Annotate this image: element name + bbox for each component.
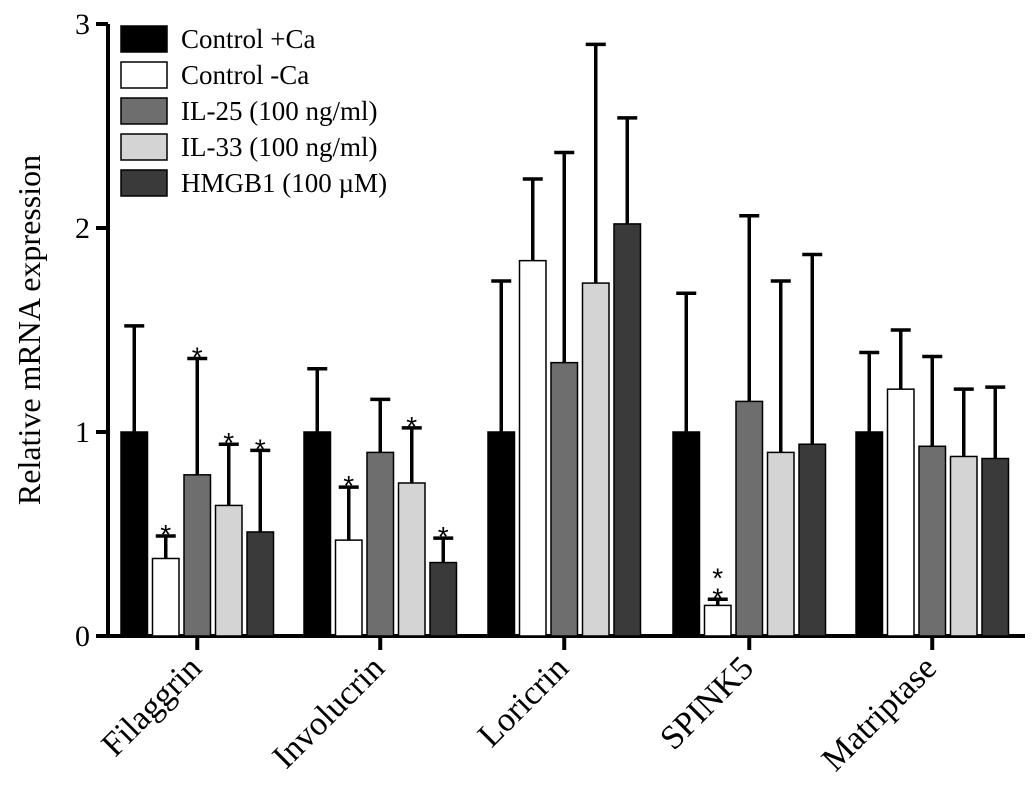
- bar: [613, 223, 642, 637]
- bar: [366, 451, 395, 637]
- bar: [918, 445, 947, 637]
- bar: [246, 531, 275, 637]
- significance-star: *: [343, 470, 354, 501]
- y-axis-label: Relative mRNA expression: [11, 155, 47, 505]
- bar: [735, 400, 764, 637]
- bar: [550, 361, 579, 637]
- legend: Control +Ca Control -Ca IL-25 (100 ng/ml) I…: [120, 24, 387, 198]
- x-tick-label: SPINK5: [653, 649, 761, 757]
- significance-star: *: [406, 411, 417, 442]
- y-tick-label: 2: [75, 212, 90, 245]
- legend-swatch: [120, 169, 168, 197]
- error-bars: [124, 42, 1006, 606]
- legend-swatch: [120, 97, 168, 125]
- bar: [949, 455, 978, 637]
- x-tick-label: Filaggrin: [95, 649, 209, 763]
- legend-entry: Control +Ca: [181, 24, 315, 54]
- bar: [487, 431, 516, 637]
- bar: [766, 451, 795, 637]
- bar: [429, 561, 458, 637]
- x-tick-label: Matriptase: [815, 649, 944, 778]
- significance-star: *: [712, 582, 723, 613]
- bar: [183, 474, 212, 637]
- significance-star: *: [192, 342, 203, 373]
- y-tick-label: 3: [75, 8, 90, 41]
- bar: [703, 604, 732, 637]
- bar: [855, 431, 884, 637]
- legend-entry: IL-25 (100 ng/ml): [181, 96, 377, 126]
- bar: [798, 443, 827, 637]
- significance-star: *: [712, 562, 723, 593]
- legend-swatch: [120, 133, 168, 161]
- significance-star: *: [223, 427, 234, 458]
- bar: [151, 557, 180, 637]
- bar: [303, 431, 332, 637]
- y-tick-label: 0: [75, 620, 90, 653]
- y-tick-label: 1: [75, 416, 90, 449]
- significance-star: *: [255, 433, 266, 464]
- significance-star: *: [438, 521, 449, 552]
- bar: [981, 457, 1010, 637]
- legend-swatch: [120, 25, 168, 53]
- legend-entry: HMGB1 (100 µM): [181, 168, 387, 198]
- bar: [672, 431, 701, 637]
- legend-swatch: [120, 61, 168, 89]
- bar: [581, 282, 610, 637]
- bar: [214, 504, 243, 637]
- bar: [120, 431, 149, 637]
- x-tick-label: Involucrin: [266, 649, 392, 775]
- bar: [886, 388, 915, 637]
- significance-star: *: [160, 519, 171, 550]
- bar: [397, 482, 426, 637]
- legend-entry: IL-33 (100 ng/ml): [181, 132, 377, 162]
- bar: [518, 259, 547, 637]
- legend-entry: Control -Ca: [181, 60, 309, 90]
- bar: [334, 539, 363, 637]
- significance-markers: *** ******: [160, 342, 723, 614]
- x-tick-label: Loricrin: [471, 649, 576, 754]
